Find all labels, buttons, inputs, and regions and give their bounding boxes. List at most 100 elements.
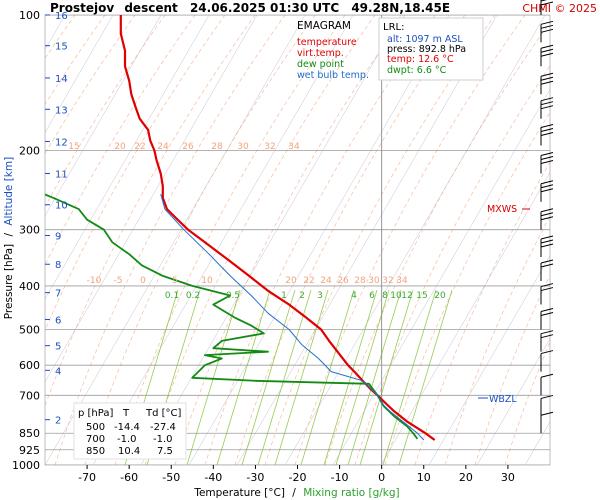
moist-adiabat xyxy=(264,15,496,465)
wind-barb-feather xyxy=(540,72,554,77)
wind-barb-feather xyxy=(540,188,554,193)
wind-barb-feather xyxy=(540,128,554,133)
wind-barb-feather xyxy=(540,263,554,268)
wind-barb-feather xyxy=(540,24,554,29)
x-label-mixing-ratio: Mixing ratio [g/kg] xyxy=(303,487,399,499)
lrl-box: LRL: alt: 1097 m ASL press: 892.8 hPa te… xyxy=(378,17,484,81)
moist-adiabat xyxy=(174,15,406,465)
wind-barb-feather xyxy=(540,308,554,313)
dry-adiabat xyxy=(284,15,546,465)
wind-barb-feather xyxy=(540,0,548,2)
moist-adiabat-label: 15 xyxy=(68,142,79,152)
altitude-tick-label: 15 xyxy=(55,42,68,53)
mixing-ratio-label: 12 xyxy=(401,291,412,301)
temperature-tick-label: -20 xyxy=(289,471,307,484)
moist-adiabat-label: 24 xyxy=(157,142,169,152)
plot-frame xyxy=(44,14,551,466)
altitude-tick-label: 9 xyxy=(55,231,61,242)
legend-virt-temp: virt.temp. xyxy=(297,48,344,59)
mixing-ratio-line xyxy=(274,289,329,465)
dry-adiabat xyxy=(92,15,354,465)
table-row-500-p: 500 xyxy=(86,422,105,433)
moist-adiabat-label: 32 xyxy=(382,276,393,286)
wind-barb-feather xyxy=(540,101,554,106)
x-label-sep: / xyxy=(292,487,296,499)
wind-barb-feather xyxy=(540,373,554,378)
station-name: Prostejov xyxy=(50,1,114,15)
table-header-t: T xyxy=(122,408,130,419)
altitude-tick-label: 2 xyxy=(55,416,61,427)
lrl-press: press: 892.8 hPa xyxy=(387,44,466,55)
pressure-tick-label: 500 xyxy=(19,324,40,337)
wind-barb-feather xyxy=(540,287,554,292)
wind-barb-feather xyxy=(540,80,554,85)
moist-adiabat-label: 30 xyxy=(237,142,249,152)
dry-adiabat xyxy=(573,15,600,465)
coords-label: 49.28N,18.45E xyxy=(351,1,450,15)
mixing-ratio-label: 15 xyxy=(416,291,427,301)
temperature-tick-label: -50 xyxy=(162,471,180,484)
lrl-title: LRL: xyxy=(383,22,404,33)
legend-box: EMAGRAM temperature virt.temp. dew point… xyxy=(297,20,369,81)
y-label-altitude: Altitude [km] xyxy=(3,157,15,226)
y-label-pressure: Pressure [hPa] xyxy=(3,244,15,319)
moist-adiabat-label: 26 xyxy=(182,142,194,152)
temperature-tick-label: -70 xyxy=(78,471,96,484)
moist-adiabat-label: 20 xyxy=(285,276,297,286)
dry-adiabat xyxy=(45,15,210,300)
mixing-ratio-label: 0.5 xyxy=(226,291,240,301)
pressure-tick-label: 850 xyxy=(19,427,40,440)
table-row-500-td: -27.4 xyxy=(150,422,176,433)
wind-barb-feather xyxy=(540,1,554,6)
temperature-tick-label: -30 xyxy=(246,471,264,484)
moist-adiabat xyxy=(324,21,550,465)
wind-barb-feather xyxy=(540,76,554,81)
wind-barb-feather xyxy=(540,132,554,137)
altitude-tick-label: 16 xyxy=(55,11,68,22)
moist-adiabat xyxy=(444,215,550,465)
legend-dew-point: dew point xyxy=(297,59,344,70)
mixing-ratio-label: 20 xyxy=(434,291,446,301)
temperature-tick-label: 10 xyxy=(417,471,431,484)
mixing-ratio-line xyxy=(398,289,453,465)
temperature-tick-label: -60 xyxy=(120,471,138,484)
moist-adiabat-label: 28 xyxy=(354,276,366,286)
temperature-tick-label: 30 xyxy=(501,471,515,484)
dry-adiabat xyxy=(45,15,162,217)
table-row-500-t: -14.4 xyxy=(114,422,140,433)
mixing-ratio-label: 4 xyxy=(351,291,357,301)
dry-adiabat xyxy=(45,15,306,465)
pressure-tick-label: 100 xyxy=(19,9,40,22)
profiles-layer xyxy=(45,15,436,441)
moist-adiabat-label: 28 xyxy=(211,142,223,152)
dry-adiabat xyxy=(140,15,402,465)
moist-adiabat-label: 32 xyxy=(264,142,275,152)
legend-temperature: temperature xyxy=(297,37,357,48)
wind-barb-feather xyxy=(540,155,554,160)
moist-adiabat xyxy=(204,15,436,465)
wind-barb-feather xyxy=(540,180,554,185)
moist-adiabat xyxy=(45,15,256,407)
altitude-tick-label: 5 xyxy=(55,342,61,353)
table-header-td: Td [°C] xyxy=(145,408,182,419)
moist-adiabat xyxy=(474,274,550,465)
wind-barb-feather xyxy=(540,259,554,264)
wind-barb-feather xyxy=(540,105,554,110)
wind-barb-feather xyxy=(540,184,554,189)
table-row-700-t: -1.0 xyxy=(117,434,137,445)
pressure-tick-label: 600 xyxy=(19,359,40,372)
moist-adiabat-label: 34 xyxy=(288,142,300,152)
dry-adiabat xyxy=(428,255,550,465)
mixing-ratio-label: 8 xyxy=(382,291,388,301)
mixing-ratio-line xyxy=(216,289,271,465)
moist-adiabat xyxy=(354,65,550,465)
temperature-tick-label: 20 xyxy=(459,471,473,484)
table-row-700-p: 700 xyxy=(86,434,105,445)
wind-barb-feather xyxy=(540,124,554,129)
wind-barb-feather xyxy=(540,283,554,288)
wind-barb-feather xyxy=(540,212,554,217)
chart-title: Prostejov descent 24.06.2025 01:30 UTC 4… xyxy=(50,1,450,15)
altitude-tick-label: 8 xyxy=(55,260,61,271)
pressure-tick-label: 1000 xyxy=(12,459,40,472)
